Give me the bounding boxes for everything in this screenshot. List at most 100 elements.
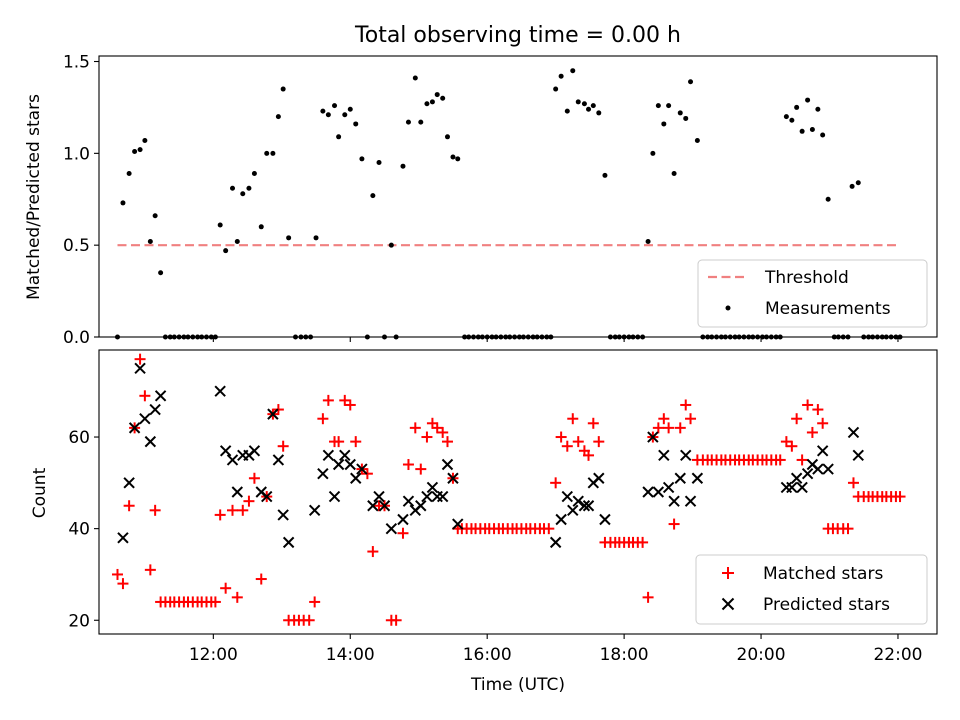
- matched-star-point: [680, 399, 692, 411]
- predicted-star-point: [816, 445, 829, 457]
- predicted-star-point: [308, 504, 321, 517]
- measurement-point: [286, 235, 292, 241]
- matched-star-point: [361, 468, 373, 480]
- measurement-point: [434, 92, 440, 98]
- matched-star-point: [344, 399, 356, 411]
- measurement-point: [376, 160, 382, 166]
- matched-star-point: [139, 390, 151, 402]
- matched-star-point: [111, 568, 123, 580]
- measurement-point: [405, 119, 411, 125]
- matched-star-point: [555, 431, 567, 443]
- matched-star-point: [149, 504, 161, 516]
- predicted-star-point: [599, 513, 611, 526]
- matched-star-point: [227, 504, 239, 516]
- predicted-star-point: [373, 490, 385, 503]
- measurement-point: [799, 128, 805, 134]
- matched-star-point: [652, 422, 664, 434]
- measurement-point: [342, 112, 348, 118]
- matched-star-point: [550, 477, 562, 489]
- measurement-point: [270, 150, 276, 156]
- measurement-point: [336, 134, 342, 140]
- measurement-point: [650, 150, 656, 156]
- matched-star-point: [231, 591, 243, 603]
- ratio-y-tick-label: 1.5: [63, 53, 90, 73]
- predicted-star-point: [647, 431, 659, 443]
- matched-star-point: [255, 573, 267, 585]
- measurement-point: [450, 154, 456, 160]
- matched-star-point: [806, 426, 818, 438]
- matched-star-point: [309, 596, 321, 608]
- measurement-point: [553, 86, 559, 92]
- measurement-point: [586, 106, 592, 112]
- measurement-point: [596, 110, 602, 116]
- measurement-point: [230, 185, 236, 191]
- matched-star-point: [220, 582, 232, 594]
- matched-star-point: [248, 472, 260, 484]
- measurement-point: [683, 115, 689, 121]
- predicted-star-point: [344, 458, 356, 471]
- matched-star-points: [111, 353, 906, 626]
- matched-star-point: [409, 422, 421, 434]
- predicted-star-point: [426, 481, 439, 494]
- measurement-point: [783, 114, 789, 120]
- predicted-star-point: [328, 490, 341, 503]
- measurement-point: [132, 149, 138, 155]
- predicted-legend-label: Predicted stars: [763, 595, 890, 615]
- measurement-point: [655, 103, 661, 109]
- matched-star-point: [397, 527, 409, 539]
- measurement-point: [388, 242, 394, 248]
- predicted-star-point: [582, 500, 595, 512]
- predicted-star-point: [642, 486, 654, 498]
- matched-star-point: [658, 413, 670, 425]
- predicted-star-point: [822, 463, 834, 475]
- matched-star-point: [674, 422, 686, 434]
- predicted-star-point: [549, 536, 562, 549]
- predicted-star-point: [139, 413, 151, 425]
- predicted-star-point: [691, 472, 704, 484]
- matched-star-point: [812, 404, 824, 416]
- predicted-star-point: [447, 472, 459, 484]
- count-panel: 20 40 60 12:00 14:00 16:00 18:00 20:00 22:00 Co…: [30, 349, 938, 695]
- matched-legend-swatch: [722, 567, 734, 579]
- predicted-star-point: [812, 463, 824, 475]
- matched-star-point: [786, 440, 798, 452]
- predicted-star-point: [847, 426, 860, 439]
- predicted-star-point: [267, 408, 279, 420]
- measurement-point: [240, 191, 246, 197]
- measurement-point: [645, 238, 651, 244]
- matched-star-point: [367, 546, 379, 558]
- x-tick-label: 22:00: [873, 645, 922, 665]
- predicted-star-point: [277, 509, 289, 521]
- ratio-y-axis: 0.0 0.5 1.0 1.5: [63, 53, 99, 348]
- matched-star-point: [774, 454, 786, 466]
- count-y-axis: 20 40 60: [68, 428, 99, 631]
- ratio-plot-frame: [98, 55, 938, 338]
- predicted-star-point: [397, 513, 409, 526]
- measurement-point: [590, 103, 596, 109]
- predicted-star-point: [248, 445, 261, 457]
- measurement-point: [815, 106, 821, 112]
- measurement-point: [602, 172, 608, 178]
- measurement-point: [424, 101, 430, 107]
- measurement-point: [677, 110, 683, 116]
- predicted-star-point: [149, 403, 161, 416]
- x-tick-label: 20:00: [737, 645, 786, 665]
- ratio-y-tick-label: 0.0: [63, 328, 90, 348]
- measurement-point: [412, 75, 418, 81]
- measurement-point: [353, 121, 359, 127]
- matched-star-point: [802, 399, 814, 411]
- matched-star-point: [317, 413, 329, 425]
- matched-star-point: [847, 477, 859, 489]
- matched-star-point: [421, 431, 433, 443]
- matched-star-point: [668, 518, 680, 530]
- measurement-point: [313, 235, 319, 241]
- matched-legend-label: Matched stars: [763, 564, 883, 584]
- measurement-point: [359, 156, 365, 162]
- matched-star-point: [593, 436, 605, 448]
- measurement-point: [429, 99, 435, 105]
- x-tick-label: 18:00: [600, 645, 649, 665]
- matched-star-point: [572, 436, 584, 448]
- matched-star-point: [402, 459, 414, 471]
- matched-star-point: [390, 614, 402, 626]
- measurement-point: [575, 99, 581, 105]
